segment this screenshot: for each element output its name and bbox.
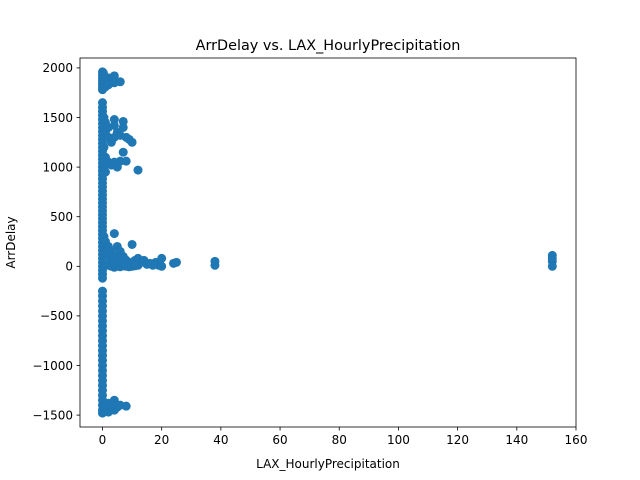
y-tick-label: −1000 xyxy=(32,359,73,373)
scatter-point xyxy=(99,142,109,152)
y-tick-label: −1500 xyxy=(32,408,73,422)
scatter-point xyxy=(118,147,128,157)
chart-title: ArrDelay vs. LAX_HourlyPrecipitation xyxy=(196,38,461,54)
scatter-point xyxy=(109,229,119,239)
x-tick-label: 160 xyxy=(565,433,588,447)
scatter-point xyxy=(109,71,119,81)
scatter-point xyxy=(127,239,137,249)
x-tick-label: 100 xyxy=(387,433,410,447)
y-tick-label: 0 xyxy=(65,260,73,274)
scatter-point xyxy=(115,77,125,87)
y-tick-label: 2000 xyxy=(42,61,73,75)
x-tick-label: 120 xyxy=(446,433,469,447)
x-tick-label: 0 xyxy=(99,433,107,447)
scatter-point xyxy=(118,122,128,132)
y-tick-label: 1500 xyxy=(42,111,73,125)
scatter-point xyxy=(171,257,181,267)
x-tick-label: 60 xyxy=(272,433,287,447)
scatter-point xyxy=(109,395,119,405)
plot-frame xyxy=(79,57,577,428)
x-axis-label: LAX_HourlyPrecipitation xyxy=(256,457,400,471)
x-axis: 0 20 40 60 80 100 120 140 160 xyxy=(99,427,588,447)
y-axis-label: ArrDelay xyxy=(4,216,18,268)
y-axis: −1500 −1000 −500 0 500 1000 1500 2000 xyxy=(32,61,80,422)
scatter-point xyxy=(109,120,119,130)
x-tick-label: 80 xyxy=(332,433,347,447)
points-layer xyxy=(97,67,557,418)
x-tick-label: 140 xyxy=(505,433,528,447)
y-tick-label: 500 xyxy=(50,210,73,224)
scatter-point xyxy=(127,137,137,147)
y-tick-label: 1000 xyxy=(42,160,73,174)
scatter-point xyxy=(121,156,131,166)
scatter-point xyxy=(100,167,110,177)
scatter-point xyxy=(547,261,557,271)
scatter-point xyxy=(97,273,107,283)
scatter-point xyxy=(130,261,140,271)
scatter-point xyxy=(157,253,167,263)
x-tick-label: 20 xyxy=(154,433,169,447)
scatter-point xyxy=(157,261,167,271)
scatter-point xyxy=(121,401,131,411)
scatter-point xyxy=(210,260,220,270)
y-tick-label: −500 xyxy=(40,309,73,323)
scatter-point xyxy=(133,165,143,175)
x-tick-label: 40 xyxy=(213,433,228,447)
